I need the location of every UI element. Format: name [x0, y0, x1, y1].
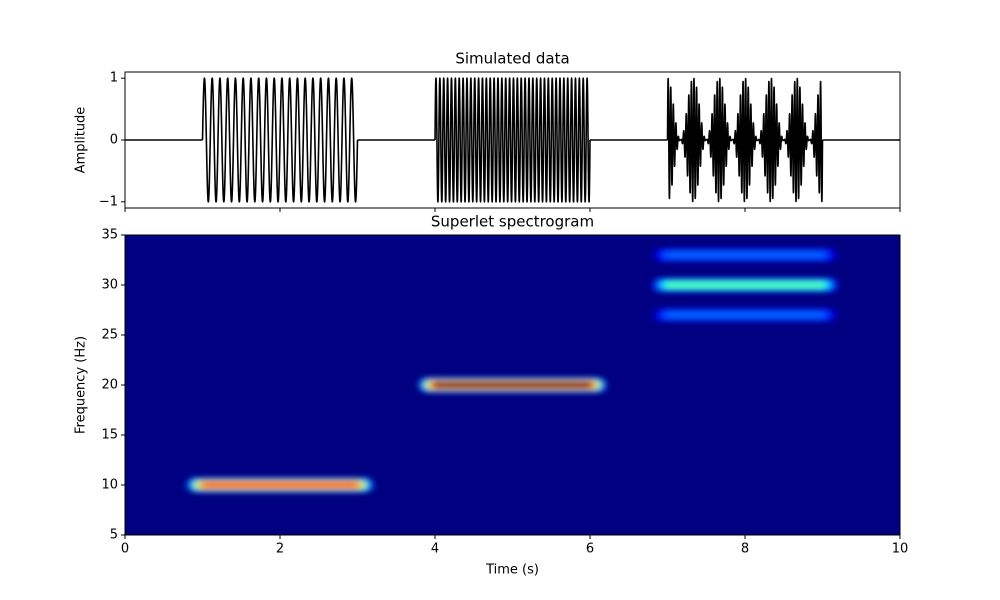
signal-burst	[666, 77, 824, 203]
band-level	[665, 311, 825, 319]
y-axis-label: Frequency (Hz)	[74, 336, 89, 434]
x-tick-label: 4	[431, 542, 439, 557]
y-tick-label: 30	[101, 278, 118, 293]
y-axis-label: Amplitude	[74, 107, 89, 174]
y-tick-label: 5	[110, 528, 118, 543]
y-tick-label: 0	[110, 133, 118, 148]
y-tick-label: −1	[99, 194, 118, 209]
signal-burst	[201, 77, 359, 203]
signal-burst	[434, 77, 591, 203]
axes-title: Simulated data	[455, 50, 569, 68]
y-tick-label: 20	[101, 378, 118, 393]
spectral-band	[419, 377, 606, 393]
y-tick-label: 15	[101, 428, 118, 443]
x-axis-label: Time (s)	[485, 563, 539, 578]
spectral-band	[651, 247, 839, 263]
band-level	[433, 381, 592, 389]
spectral-band	[651, 277, 839, 293]
y-tick-label: 1	[110, 71, 118, 86]
x-tick-label: 8	[741, 542, 749, 557]
y-tick-label: 10	[101, 478, 118, 493]
plot-area	[125, 235, 900, 535]
x-tick-label: 10	[892, 542, 909, 557]
y-tick-label: 35	[101, 228, 118, 243]
spectral-band	[651, 307, 839, 323]
axes-frame	[124, 234, 901, 536]
y-tick-label: 25	[101, 328, 118, 343]
axes-frame	[124, 71, 901, 209]
spectral-band	[186, 477, 374, 493]
plot-area	[125, 77, 900, 203]
band-level	[665, 281, 825, 289]
x-tick-label: 6	[586, 542, 594, 557]
axes-title: Superlet spectrogram	[431, 213, 594, 231]
band-level	[200, 481, 360, 489]
band-level	[665, 251, 825, 259]
x-tick-label: 0	[121, 542, 129, 557]
x-tick-label: 2	[276, 542, 284, 557]
